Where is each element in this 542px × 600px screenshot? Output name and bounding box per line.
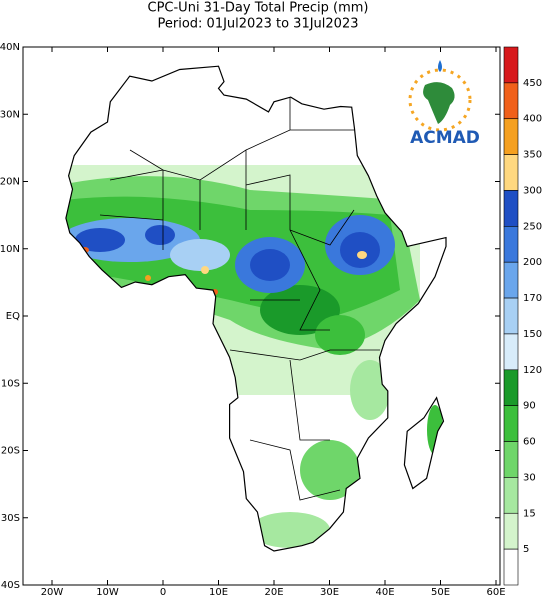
- lon-label: 50E: [431, 587, 450, 598]
- colorbar-label: 450: [523, 78, 542, 89]
- colorbar-bin: [503, 297, 519, 335]
- lon-label: 0: [160, 587, 166, 598]
- lat-label: 40S: [1, 580, 20, 591]
- lon-label: 40E: [375, 587, 394, 598]
- colorbar-bin: [503, 46, 519, 84]
- lon-label: 10E: [209, 587, 228, 598]
- colorbar-label: 90: [523, 401, 536, 412]
- colorbar-label: 5: [523, 544, 529, 555]
- colorbar-label: 350: [523, 150, 542, 161]
- colorbar-bin: [503, 512, 519, 550]
- colorbar-label: 15: [523, 508, 536, 519]
- lon-label: 20W: [41, 587, 64, 598]
- colorbar-label: 170: [523, 293, 542, 304]
- colorbar-bin: [503, 82, 519, 120]
- lat-label: EQ: [6, 311, 20, 322]
- colorbar-bin: [503, 548, 519, 586]
- lat-label: 10S: [1, 378, 20, 389]
- colorbar-bin: [503, 118, 519, 155]
- logo-text: ACMAD: [410, 128, 480, 148]
- lon-label: 20E: [264, 587, 283, 598]
- borders: [99, 97, 380, 501]
- colorbar-bin: [503, 261, 519, 299]
- lat-label: 30S: [1, 513, 20, 524]
- colorbar-label: 200: [523, 257, 542, 268]
- coastline: [65, 65, 447, 552]
- colorbar-bin: [503, 369, 519, 406]
- subtitle: Period: 01Jul2023 to 31Jul2023: [158, 17, 359, 32]
- colorbar-label: 400: [523, 114, 542, 125]
- lon-label: 30E: [320, 587, 339, 598]
- acmad-logo: ACMAD: [408, 60, 480, 148]
- colorbar-bin: [503, 441, 519, 478]
- colorbar-label: 120: [523, 365, 542, 376]
- colorbar-label: 250: [523, 221, 542, 232]
- colorbar-bin: [503, 333, 519, 371]
- lon-label: 10W: [96, 587, 119, 598]
- colorbar-bin: [503, 226, 519, 263]
- lat-label: 20N: [0, 177, 20, 188]
- colorbar-bin: [503, 190, 519, 227]
- lat-label: 10N: [0, 244, 20, 255]
- lat-label: 20S: [1, 446, 20, 457]
- lat-label: 40N: [0, 42, 20, 53]
- lon-label: 60E: [486, 587, 505, 598]
- colorbar-label: 60: [523, 437, 536, 448]
- colorbar-label: 300: [523, 185, 542, 196]
- colorbar-label: 150: [523, 329, 542, 340]
- title: CPC-Uni 31-Day Total Precip (mm): [148, 1, 369, 16]
- lat-label: 30N: [0, 109, 20, 120]
- colorbar-label: 30: [523, 472, 536, 483]
- colorbar-bin: [503, 154, 519, 191]
- colorbar-bin: [503, 405, 519, 442]
- colorbar-bin: [503, 477, 519, 514]
